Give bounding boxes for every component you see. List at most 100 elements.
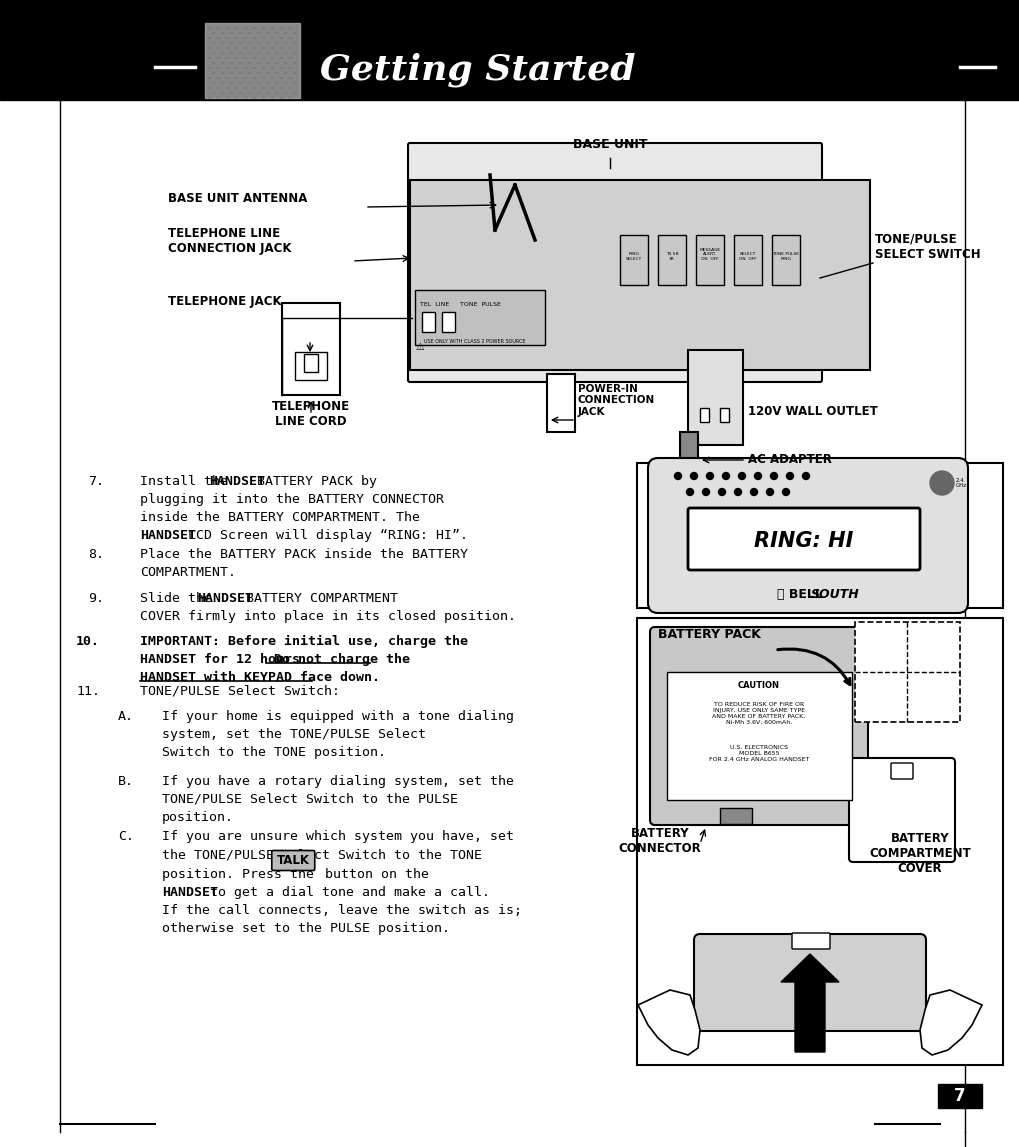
Bar <box>719 408 729 422</box>
Text: ⚠: ⚠ <box>416 342 424 352</box>
FancyBboxPatch shape <box>649 627 867 825</box>
Text: If you have a rotary dialing system, set the: If you have a rotary dialing system, set… <box>162 775 514 788</box>
Bar <box>0 0 1019 100</box>
Text: U.S. ELECTRONICS
MODEL B655
FOR 2.4 GHz ANALOG HANDSET: U.S. ELECTRONICS MODEL B655 FOR 2.4 GHz … <box>708 746 808 762</box>
Text: to get a dial tone and make a call.: to get a dial tone and make a call. <box>202 885 490 899</box>
Text: system, set the TONE/PULSE Select: system, set the TONE/PULSE Select <box>162 728 426 741</box>
Circle shape <box>674 473 681 479</box>
Circle shape <box>769 473 776 479</box>
Bar <box>657 235 686 284</box>
Text: RING
SELECT: RING SELECT <box>626 252 642 262</box>
Text: 11.: 11. <box>76 685 100 699</box>
Text: BATTERY PACK: BATTERY PACK <box>657 629 760 641</box>
Polygon shape <box>637 990 699 1055</box>
Text: BASE UNIT: BASE UNIT <box>573 138 647 151</box>
Bar <box>422 312 434 331</box>
Text: USE ONLY WITH CLASS 2 POWER SOURCE: USE ONLY WITH CLASS 2 POWER SOURCE <box>424 340 525 344</box>
Bar <box>410 180 869 370</box>
Bar <box>294 352 327 380</box>
Text: HANDSET: HANDSET <box>140 529 196 543</box>
Bar <box>637 463 1002 608</box>
Circle shape <box>686 489 693 496</box>
Text: Install the: Install the <box>140 475 235 487</box>
Text: A.: A. <box>118 710 133 723</box>
Circle shape <box>721 473 729 479</box>
Circle shape <box>765 489 772 496</box>
Text: SOUTH: SOUTH <box>810 588 859 601</box>
Text: TONE/PULSE
SELECT SWITCH: TONE/PULSE SELECT SWITCH <box>874 233 979 262</box>
Bar <box>937 1084 981 1108</box>
Bar <box>205 23 300 97</box>
Text: TONE/PULSE Select Switch:: TONE/PULSE Select Switch: <box>140 685 339 699</box>
Circle shape <box>734 489 741 496</box>
Text: TELEPHONE LINE
CONNECTION JACK: TELEPHONE LINE CONNECTION JACK <box>168 227 291 255</box>
Text: position. Press the: position. Press the <box>162 868 314 881</box>
Text: HANDSET: HANDSET <box>162 885 218 899</box>
Bar <box>734 235 761 284</box>
Circle shape <box>706 473 713 479</box>
Circle shape <box>738 473 745 479</box>
Bar <box>415 290 544 345</box>
Polygon shape <box>919 990 981 1055</box>
FancyBboxPatch shape <box>271 850 315 871</box>
Text: If you are unsure which system you have, set: If you are unsure which system you have,… <box>162 830 514 843</box>
Text: TELEPHONE JACK: TELEPHONE JACK <box>168 295 281 309</box>
FancyArrow shape <box>781 954 839 1052</box>
Text: RING: HI: RING: HI <box>754 531 853 551</box>
FancyBboxPatch shape <box>693 934 925 1031</box>
Circle shape <box>782 489 789 496</box>
Text: position.: position. <box>162 811 233 824</box>
Text: TONE PULSE
RING: TONE PULSE RING <box>771 252 799 262</box>
Text: CAUTION: CAUTION <box>738 681 780 690</box>
Text: BATTERY
COMPARTMENT
COVER: BATTERY COMPARTMENT COVER <box>868 832 970 875</box>
Text: Ⓡ BELL: Ⓡ BELL <box>776 588 822 601</box>
Circle shape <box>702 489 709 496</box>
FancyBboxPatch shape <box>408 143 821 382</box>
Text: TS 5R
3R: TS 5R 3R <box>665 252 678 262</box>
Text: 8.: 8. <box>88 548 104 561</box>
Text: B.: B. <box>118 775 133 788</box>
Text: If your home is equipped with a tone dialing: If your home is equipped with a tone dia… <box>162 710 514 723</box>
Bar <box>620 235 647 284</box>
Text: HANDSET with KEYPAD face down.: HANDSET with KEYPAD face down. <box>140 671 380 684</box>
Text: AC ADAPTER: AC ADAPTER <box>747 453 832 466</box>
Text: BATTERY COMPARTMENT: BATTERY COMPARTMENT <box>237 592 397 604</box>
Text: TO REDUCE RISK OF FIRE OR
INJURY, USE ONLY SAME TYPE
AND MAKE OF BATTERY PACK,
N: TO REDUCE RISK OF FIRE OR INJURY, USE ON… <box>711 702 805 725</box>
Circle shape <box>929 471 953 496</box>
Text: 7: 7 <box>953 1087 965 1105</box>
Text: 9.: 9. <box>88 592 104 604</box>
Text: TONE/PULSE Select Switch to the PULSE: TONE/PULSE Select Switch to the PULSE <box>162 793 458 806</box>
Text: otherwise set to the PULSE position.: otherwise set to the PULSE position. <box>162 922 449 935</box>
Bar <box>695 235 723 284</box>
Text: the TONE/PULSE Select Switch to the TONE: the TONE/PULSE Select Switch to the TONE <box>162 848 482 861</box>
Circle shape <box>754 473 761 479</box>
FancyBboxPatch shape <box>791 933 829 949</box>
Bar <box>688 350 742 445</box>
Text: 7.: 7. <box>88 475 104 487</box>
Bar <box>719 807 751 824</box>
Text: 120V WALL OUTLET: 120V WALL OUTLET <box>747 405 877 418</box>
Text: HANDSET: HANDSET <box>209 475 265 487</box>
Circle shape <box>690 473 697 479</box>
FancyBboxPatch shape <box>688 508 919 570</box>
Text: MESSAGE
ALERT
ON  OFF: MESSAGE ALERT ON OFF <box>699 248 719 262</box>
Text: Place the BATTERY PACK inside the BATTERY: Place the BATTERY PACK inside the BATTER… <box>140 548 468 561</box>
Text: Switch to the TONE position.: Switch to the TONE position. <box>162 746 385 759</box>
Bar <box>854 622 959 721</box>
Circle shape <box>802 473 809 479</box>
Text: plugging it into the BATTERY CONNECTOR: plugging it into the BATTERY CONNECTOR <box>140 493 443 506</box>
Text: COMPARTMENT.: COMPARTMENT. <box>140 565 235 579</box>
Text: HANDSET for 12 hours.: HANDSET for 12 hours. <box>140 653 308 666</box>
Text: COVER firmly into place in its closed position.: COVER firmly into place in its closed po… <box>140 610 516 623</box>
Bar <box>771 235 799 284</box>
Bar <box>637 618 1002 1066</box>
Text: Getting Started: Getting Started <box>320 53 635 87</box>
FancyBboxPatch shape <box>891 763 912 779</box>
Bar <box>281 303 339 395</box>
Text: TONE  PULSE: TONE PULSE <box>460 302 500 307</box>
Bar <box>666 672 851 799</box>
Text: SELECT
ON  OFF: SELECT ON OFF <box>739 252 756 262</box>
Text: Slide the: Slide the <box>140 592 220 604</box>
Text: BATTERY
CONNECTOR: BATTERY CONNECTOR <box>618 827 701 855</box>
Text: C.: C. <box>118 830 133 843</box>
